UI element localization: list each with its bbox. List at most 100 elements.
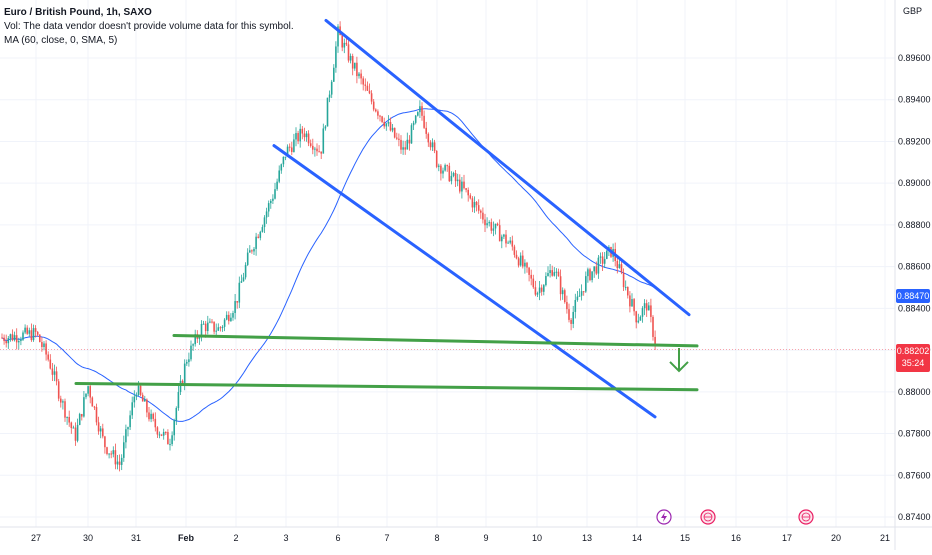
candle-down bbox=[635, 311, 637, 323]
candle-up bbox=[417, 112, 419, 116]
candle-down bbox=[375, 109, 377, 112]
candle-up bbox=[162, 432, 165, 436]
x-tick-label: 9 bbox=[483, 533, 488, 543]
candle-down bbox=[633, 299, 635, 312]
candle-down bbox=[540, 287, 543, 292]
y-tick-label: 0.87600 bbox=[898, 470, 931, 480]
candle-down bbox=[654, 336, 656, 345]
candle-up bbox=[587, 269, 589, 277]
candle-down bbox=[356, 62, 358, 77]
candle-up bbox=[553, 272, 556, 276]
candle-up bbox=[641, 308, 644, 317]
candle-up bbox=[549, 270, 551, 274]
candle-down bbox=[297, 133, 299, 142]
candle-down bbox=[64, 401, 66, 418]
x-tick-label: 6 bbox=[335, 533, 340, 543]
ma-legend[interactable]: MA (60, close, 0, SMA, 5) bbox=[4, 35, 118, 46]
candle-down bbox=[91, 397, 94, 407]
candle-up bbox=[322, 128, 325, 154]
candle-down bbox=[379, 115, 381, 117]
candle-down bbox=[57, 381, 60, 399]
candle-down bbox=[55, 371, 58, 382]
candle-up bbox=[223, 319, 226, 327]
candle-up bbox=[431, 142, 434, 148]
globe-event-icon[interactable] bbox=[798, 509, 814, 525]
candle-down bbox=[74, 427, 77, 441]
candle-down bbox=[301, 128, 304, 134]
candle-up bbox=[585, 276, 587, 292]
candle-down bbox=[570, 319, 572, 324]
candle-up bbox=[591, 271, 593, 281]
candle-down bbox=[368, 90, 371, 94]
candle-down bbox=[627, 286, 629, 296]
candle-down bbox=[68, 417, 70, 423]
candle-down bbox=[257, 236, 259, 238]
candle-up bbox=[473, 202, 476, 208]
candle-up bbox=[175, 407, 178, 421]
candle-down bbox=[568, 309, 570, 320]
y-tick-label: 0.89600 bbox=[898, 53, 931, 63]
candle-down bbox=[629, 295, 631, 307]
support-line-lower bbox=[74, 381, 699, 392]
candle-up bbox=[599, 256, 602, 258]
candle-up bbox=[225, 314, 228, 320]
candle-down bbox=[307, 133, 310, 144]
candle-down bbox=[351, 55, 354, 69]
candle-up bbox=[280, 164, 283, 171]
lightning-event-icon[interactable] bbox=[656, 509, 672, 525]
candle-down bbox=[81, 414, 83, 417]
candle-down bbox=[454, 173, 457, 182]
globe-event-icon[interactable] bbox=[700, 509, 716, 525]
symbol-title[interactable]: Euro / British Pound, 1h, SAXO bbox=[4, 7, 152, 18]
candle-up bbox=[555, 271, 558, 273]
candle-down bbox=[517, 258, 520, 266]
candle-down bbox=[219, 327, 222, 329]
last-price-label: 0.88202 35:24 bbox=[896, 344, 930, 372]
x-tick-label: 13 bbox=[582, 533, 592, 543]
candle-down bbox=[154, 418, 157, 428]
x-tick-label: 20 bbox=[831, 533, 841, 543]
candle-down bbox=[484, 219, 486, 226]
candle-down bbox=[482, 212, 484, 220]
candle-down bbox=[364, 84, 367, 86]
candle-down bbox=[30, 330, 33, 341]
candle-down bbox=[396, 137, 398, 139]
candle-down bbox=[398, 138, 400, 140]
candle-up bbox=[194, 334, 196, 345]
candle-up bbox=[83, 397, 85, 417]
candle-down bbox=[448, 165, 451, 182]
candle-down bbox=[309, 143, 312, 146]
candle-up bbox=[295, 133, 297, 140]
candle-up bbox=[238, 282, 241, 303]
candle-up bbox=[240, 281, 243, 283]
candle-down bbox=[156, 427, 159, 435]
candle-up bbox=[284, 156, 287, 158]
candle-up bbox=[242, 277, 245, 282]
candle-up bbox=[450, 175, 453, 182]
candle-down bbox=[446, 165, 448, 167]
drawings-layer bbox=[74, 18, 699, 419]
candle-down bbox=[95, 407, 98, 423]
candle-up bbox=[354, 62, 356, 69]
candle-down bbox=[366, 85, 369, 91]
candle-up bbox=[299, 128, 301, 142]
candles-layer bbox=[1, 21, 656, 472]
candle-up bbox=[358, 73, 360, 77]
candle-up bbox=[13, 335, 16, 341]
candle-down bbox=[425, 127, 427, 134]
candle-down bbox=[148, 412, 150, 420]
y-tick-label: 0.88400 bbox=[898, 303, 931, 313]
candle-up bbox=[538, 287, 541, 294]
candle-down bbox=[589, 269, 591, 281]
candle-up bbox=[7, 338, 10, 344]
candle-up bbox=[169, 444, 171, 446]
candle-up bbox=[406, 139, 409, 150]
candle-down bbox=[480, 210, 482, 213]
candle-down bbox=[465, 188, 467, 190]
candle-up bbox=[456, 179, 459, 182]
candle-down bbox=[427, 133, 430, 143]
candle-down bbox=[104, 436, 106, 448]
candle-up bbox=[270, 200, 272, 204]
